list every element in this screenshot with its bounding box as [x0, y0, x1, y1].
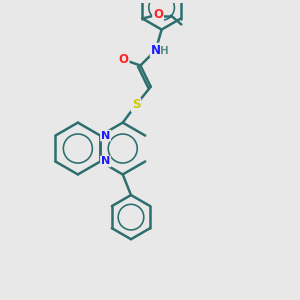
Text: N: N	[101, 157, 110, 166]
Text: N: N	[151, 44, 161, 57]
Text: H: H	[160, 46, 169, 56]
Text: S: S	[132, 98, 140, 111]
Text: O: O	[153, 8, 163, 22]
Text: N: N	[101, 130, 110, 141]
Text: O: O	[118, 53, 129, 66]
